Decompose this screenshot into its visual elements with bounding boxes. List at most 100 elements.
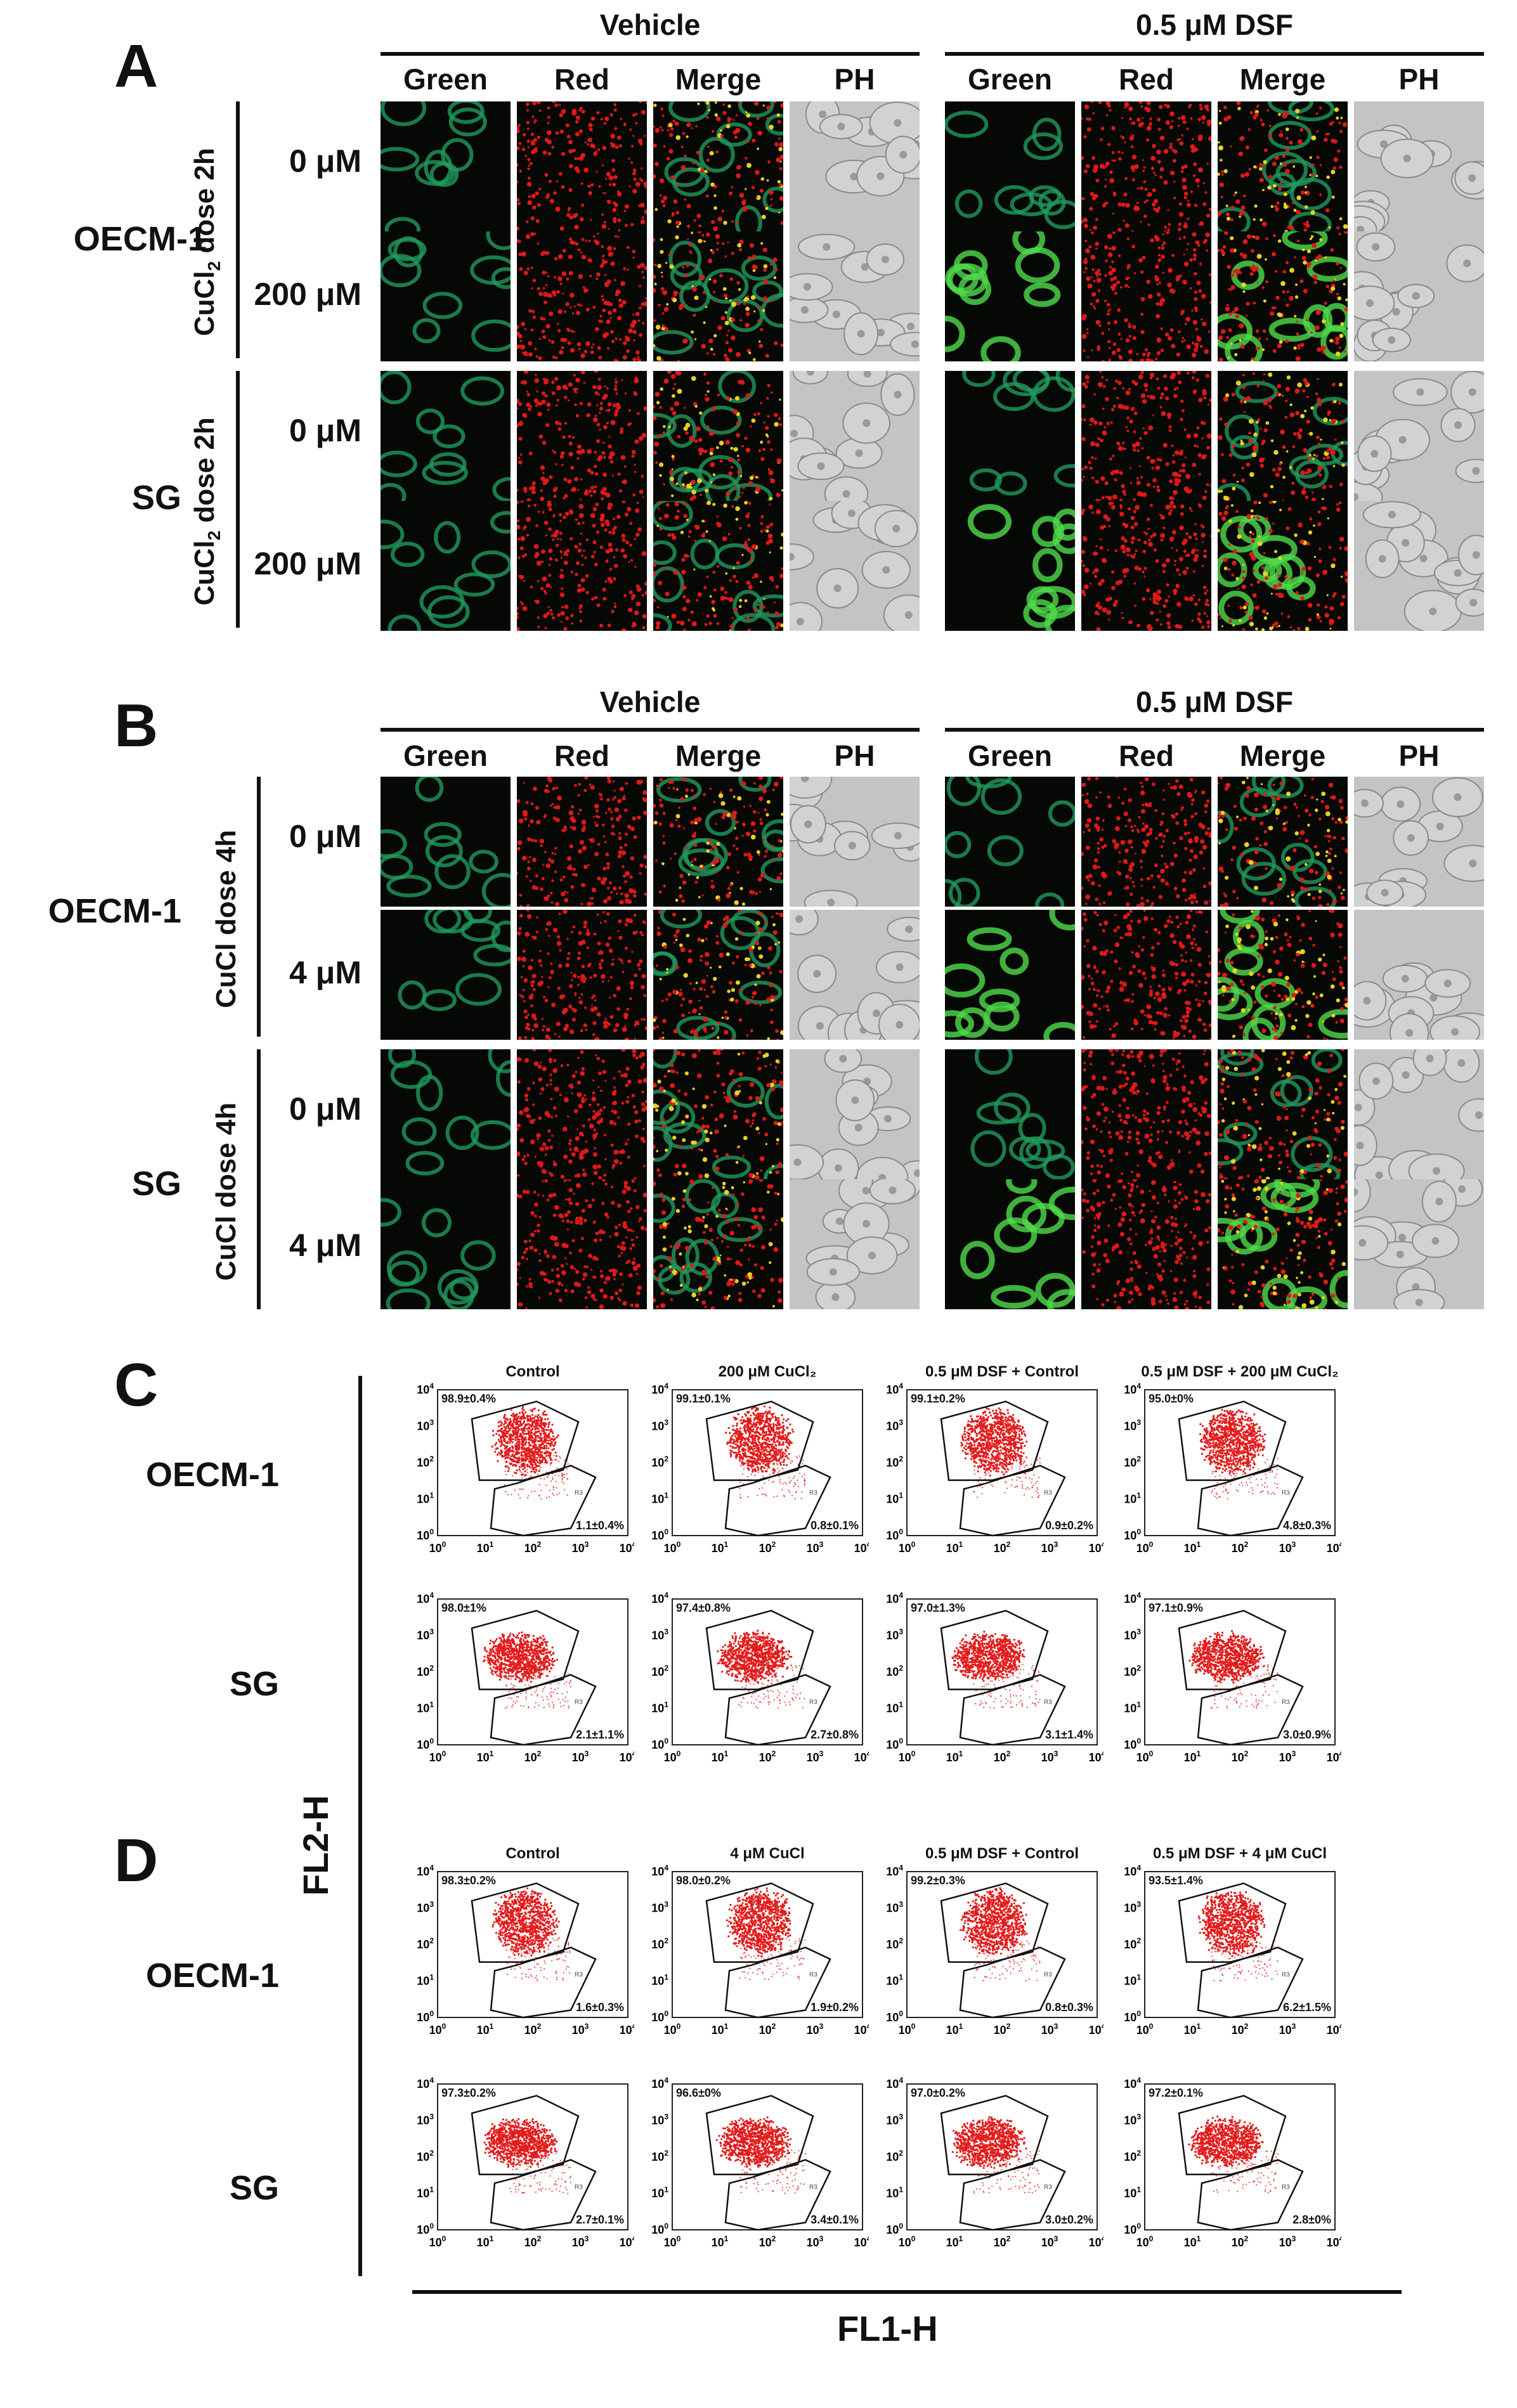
flow-x-tick-label: 101: [712, 1749, 729, 1764]
flow-x-tick-label: 104: [620, 2234, 634, 2249]
cell-line-label-sg-d: SG: [159, 2168, 279, 2208]
flow-y-tick-label: 102: [1124, 2149, 1141, 2163]
flow-x-tick-label: 103: [1279, 2022, 1296, 2036]
flow-x-tick-label: 103: [1041, 2022, 1058, 2036]
flow-x-tick-label: 103: [807, 2022, 824, 2036]
flow-plot-title: 0.5 μM DSF + 4 μM CuCl: [1132, 1845, 1348, 1863]
flow-plot-panel_c-r1-c3: 0.5 μM DSF + Control 100 100 101 101 102 102 10…: [875, 1363, 1104, 1579]
micrograph-b-r4-c1: [381, 1179, 511, 1309]
micrograph-a-r4-c5: [945, 501, 1075, 631]
flow-y-tick-label: 101: [886, 1973, 903, 1988]
flow-percent-lower: 3.0±0.9%: [1265, 1728, 1331, 1742]
flow-y-tick-label: 102: [886, 1454, 903, 1469]
flow-y-tick-label: 101: [886, 2185, 903, 2200]
flow-x-tick-label: 100: [1136, 1540, 1154, 1555]
micrograph-b-r3-c2: [517, 1049, 647, 1179]
flow-x-tick-label: 102: [1232, 1749, 1249, 1764]
flow-y-tick-label: 102: [1124, 1936, 1141, 1951]
flow-plot-panel_c-r1-c2: 200 μM CuCl₂1001001011011021021031031041…: [641, 1363, 869, 1579]
flow-y-tick-label: 102: [886, 1664, 903, 1678]
flow-percent-upper: 99.1±0.2%: [911, 1392, 965, 1406]
flow-y-tick-label: 102: [1124, 1454, 1141, 1469]
flow-percent-lower: 0.8±0.3%: [1027, 2001, 1093, 2014]
bracket-sg-b: [257, 1049, 261, 1309]
flow-dot-cloud: [1199, 1409, 1279, 1500]
flow-percent-upper: 99.2±0.3%: [911, 1874, 965, 1887]
flow-y-tick-label: 104: [651, 1591, 668, 1605]
micrograph-a-r3-c2: [517, 371, 647, 501]
flow-x-tick-label: 102: [524, 2022, 542, 2036]
flow-plot-panel_d-r1-c1: Control100100101101102102103103104104R39…: [406, 1845, 634, 2061]
flow-x-tick-label: 100: [1136, 2022, 1154, 2036]
dose-label-b-4: 4 μM: [266, 1227, 361, 1264]
treatment-label-sg-b: CuCl dose 4h: [211, 1103, 242, 1281]
flow-x-tick-label: 100: [664, 1749, 681, 1764]
flow-y-tick-label: 101: [651, 1491, 668, 1506]
flow-y-tick-label: 104: [1124, 2076, 1141, 2090]
flow-plot-panel_d-r1-c4: 0.5 μM DSF + 4 μM CuCl 100 100 101 101 102 102…: [1113, 1845, 1341, 2061]
cell-line-label-sg-c: SG: [159, 1664, 279, 1704]
flow-y-tick-label: 103: [417, 1418, 434, 1433]
micrograph-b-r4-c7: [1218, 1179, 1348, 1309]
flow-y-tick-label: 101: [1124, 2185, 1141, 2200]
flow-gate-label: R3: [1044, 2184, 1052, 2191]
flow-x-tick-label: 102: [524, 1540, 542, 1555]
flow-y-tick-label: 100: [651, 1527, 668, 1542]
treatment-label-oecm1-b: CuCl dose 4h: [211, 830, 242, 1008]
flow-dot-cloud: [959, 1887, 1041, 1982]
flow-percent-lower: 1.6±0.3%: [558, 2001, 624, 2014]
column-header-vehicle-merge: Merge: [653, 62, 783, 96]
flow-gate-r3: [724, 1465, 831, 1537]
micrograph-b-r2-c5: [945, 910, 1075, 1040]
column-header-vehicle-red: Red: [517, 62, 647, 96]
flow-gate-label: R3: [1282, 1699, 1290, 1706]
flow-x-tick-label: 102: [759, 1749, 776, 1764]
flow-gate-label: R3: [1282, 2184, 1290, 2191]
flow-x-tick-label: 103: [1279, 1540, 1296, 1555]
flow-dot-cloud: [483, 2118, 572, 2194]
flow-gate-label: R3: [575, 1699, 583, 1706]
flow-x-tick-label: 101: [946, 2022, 963, 2036]
micrograph-a-r3-c4: [790, 371, 920, 501]
micrograph-a-r3-c6: [1081, 371, 1211, 501]
flow-gate-live: [471, 1610, 580, 1690]
flow-x-tick-label: 102: [1232, 2234, 1249, 2249]
dose-label-b-3: 0 μM: [266, 1091, 361, 1127]
flow-x-tick-label: 100: [1136, 2234, 1154, 2249]
flow-x-tick-label: 104: [620, 1749, 634, 1764]
flow-x-tick-label: 103: [807, 1749, 824, 1764]
dose-label-a-2: 200 μM: [247, 276, 361, 313]
flow-y-tick-label: 101: [1124, 1700, 1141, 1715]
flow-x-tick-label: 104: [1089, 2022, 1104, 2036]
flow-percent-upper: 98.0±0.2%: [676, 1874, 731, 1887]
flow-dot-cloud: [715, 2116, 807, 2194]
flow-y-tick-label: 100: [417, 1527, 434, 1542]
flow-gate-r3: [724, 1946, 831, 2019]
flow-percent-lower: 4.8±0.3%: [1265, 1519, 1331, 1532]
column-header-dsf-green: Green: [945, 739, 1075, 773]
flow-percent-lower: 3.4±0.1%: [793, 2213, 859, 2227]
flow-y-axis-label: FL2-H: [295, 1795, 336, 1896]
flow-y-tick-label: 101: [651, 1700, 668, 1715]
flow-y-tick-label: 104: [886, 2076, 903, 2090]
flow-x-tick-label: 100: [664, 2022, 681, 2036]
micrograph-b-r2-c4: [790, 910, 920, 1040]
flow-gate-live: [1178, 1882, 1287, 1963]
micrograph-a-r2-c4: [790, 231, 920, 361]
flow-x-tick-label: 103: [1041, 1749, 1058, 1764]
flow-plot-title: 0.5 μM DSF + Control: [894, 1363, 1110, 1381]
flow-x-tick-label: 104: [1089, 1749, 1104, 1764]
flow-gate-r3: [959, 1465, 1066, 1537]
flow-gate-r3: [1197, 2159, 1304, 2231]
flow-y-tick-label: 102: [651, 2149, 668, 2163]
flow-x-tick-label: 101: [1184, 1540, 1201, 1555]
flow-y-bracket: [358, 1376, 362, 2276]
micrograph-b-r2-c3: [653, 910, 783, 1040]
flow-gate-r3: [1197, 1946, 1304, 2019]
flow-x-tick-label: 102: [759, 2022, 776, 2036]
group-header-vehicle-b: Vehicle: [381, 685, 920, 719]
flow-y-tick-label: 103: [417, 1900, 434, 1915]
flow-x-tick-label: 103: [1041, 1540, 1058, 1555]
flow-y-tick-label: 104: [651, 2076, 668, 2090]
